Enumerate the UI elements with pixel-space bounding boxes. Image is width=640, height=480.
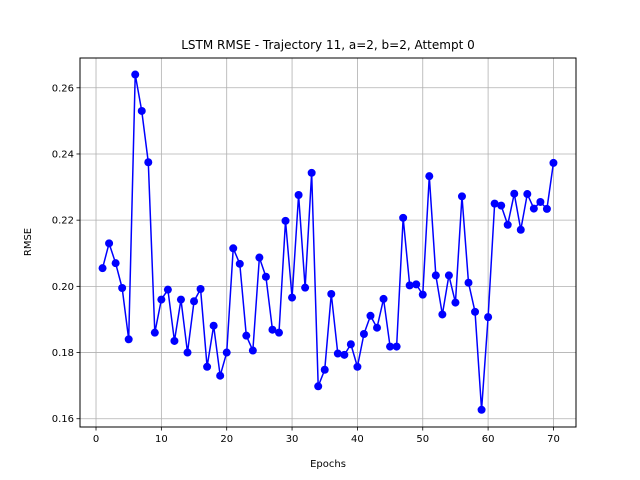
ticks: 0 10 20 30 40 50 60 70 0.16 0.18 0.20 0.22 0.24 0.26	[52, 83, 560, 445]
data-point	[353, 362, 362, 371]
x-tick-label: 60	[482, 434, 495, 445]
data-point	[366, 311, 375, 320]
x-tick-label: 70	[547, 434, 560, 445]
data-point	[471, 307, 480, 316]
data-point	[157, 295, 166, 304]
x-tick-label: 30	[286, 434, 299, 445]
data-point	[490, 199, 499, 208]
data-point	[399, 213, 408, 222]
data-point	[163, 285, 172, 294]
data-point	[373, 323, 382, 332]
data-point	[294, 191, 303, 200]
data-point	[274, 328, 283, 337]
data-point	[510, 189, 519, 198]
data-point	[340, 350, 349, 359]
data-point	[529, 204, 538, 213]
data-point	[255, 253, 264, 262]
data-point	[176, 295, 185, 304]
data-point	[444, 271, 453, 280]
data-point	[425, 172, 434, 181]
data-point	[379, 294, 388, 303]
data-point	[170, 336, 179, 345]
data-point	[307, 168, 316, 177]
data-point	[216, 371, 225, 380]
data-point	[137, 106, 146, 115]
data-point	[386, 342, 395, 351]
data-point	[261, 272, 270, 281]
data-point	[281, 216, 290, 225]
data-point	[516, 225, 525, 234]
data-point	[196, 285, 205, 293]
data-point	[111, 259, 120, 268]
data-point	[144, 158, 153, 167]
data-point	[346, 340, 355, 349]
data-point	[549, 158, 558, 167]
data-point	[105, 239, 114, 248]
data-point	[242, 331, 251, 340]
data-point	[150, 328, 159, 337]
data-point	[248, 346, 257, 355]
data-point	[418, 290, 427, 299]
data-point	[203, 362, 212, 371]
data-point	[523, 190, 532, 199]
data-point	[412, 280, 421, 289]
data-point	[392, 342, 401, 351]
y-tick-label: 0.24	[52, 149, 74, 160]
y-axis-label: RMSE	[23, 228, 34, 256]
y-tick-label: 0.26	[52, 83, 74, 94]
y-tick-label: 0.18	[52, 348, 74, 359]
data-point	[497, 201, 506, 210]
data-point	[131, 70, 140, 79]
chart-title: LSTM RMSE - Trajectory 11, a=2, b=2, Att…	[181, 38, 474, 52]
data-point	[477, 405, 486, 414]
data-point	[222, 348, 231, 357]
data-point	[405, 281, 414, 290]
x-axis-label: Epochs	[310, 459, 346, 470]
data-point	[235, 259, 244, 268]
data-point	[359, 330, 368, 339]
data-point	[431, 271, 440, 280]
data-point	[229, 244, 238, 253]
data-series	[98, 70, 558, 414]
data-point	[124, 335, 133, 344]
data-point	[320, 365, 329, 374]
x-tick-label: 20	[220, 434, 233, 445]
y-tick-label: 0.16	[52, 414, 74, 425]
data-point	[451, 298, 460, 307]
series-line	[101, 73, 555, 411]
x-tick-label: 40	[351, 434, 364, 445]
data-point	[438, 310, 447, 319]
data-point	[183, 348, 192, 357]
data-point	[464, 278, 473, 287]
y-tick-label: 0.20	[52, 282, 74, 293]
data-point	[536, 197, 545, 206]
x-tick-label: 10	[155, 434, 168, 445]
x-tick-label: 50	[416, 434, 429, 445]
data-point	[333, 349, 342, 358]
x-tick-label: 0	[93, 434, 99, 445]
data-point	[301, 283, 310, 292]
y-tick-label: 0.22	[52, 216, 74, 227]
data-point	[268, 325, 277, 334]
data-point	[288, 293, 297, 302]
plot-frame	[79, 57, 577, 428]
data-point	[190, 297, 199, 306]
data-point	[542, 204, 551, 213]
data-point	[484, 313, 493, 322]
grid	[80, 58, 576, 427]
data-point	[457, 192, 466, 201]
data-point	[98, 264, 107, 273]
data-point	[209, 321, 218, 330]
data-point	[314, 382, 323, 391]
data-point	[118, 284, 127, 292]
data-point	[503, 220, 512, 229]
data-point	[327, 289, 336, 298]
